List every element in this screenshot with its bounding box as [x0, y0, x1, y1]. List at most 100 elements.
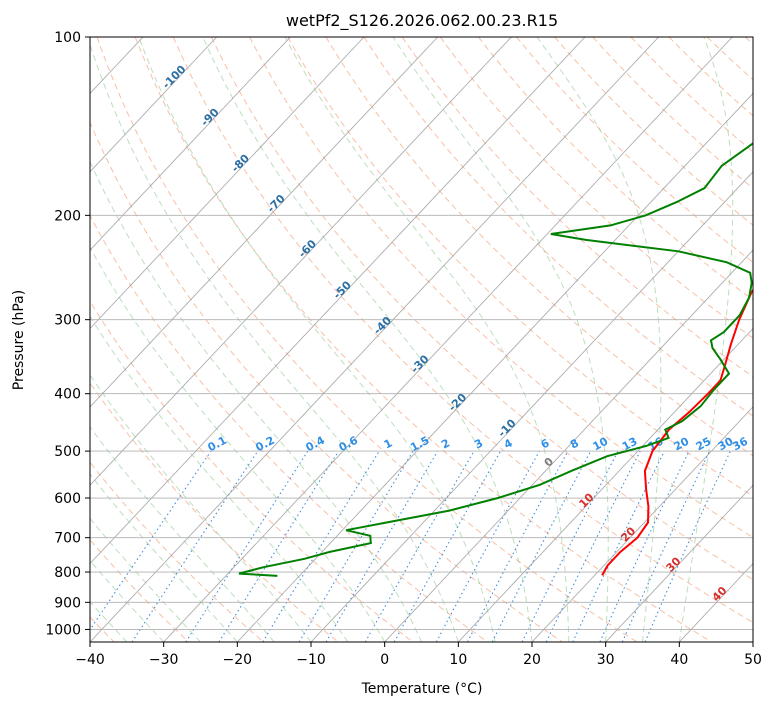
dry-adiabat	[401, 37, 753, 378]
dry-adiabat	[249, 37, 753, 539]
moist-adiabat	[90, 246, 386, 642]
moist-adiabat	[90, 425, 275, 642]
isotherm-line	[90, 37, 365, 330]
isotherm-label: -30	[408, 352, 431, 375]
x-tick-label: −10	[296, 652, 326, 668]
isotherm-line	[90, 37, 586, 565]
x-tick-label: −20	[223, 652, 253, 668]
mixing-ratio-line	[262, 450, 380, 642]
moist-adiabat	[536, 37, 662, 642]
isotherm-line	[384, 249, 753, 642]
mixing-ratio-line	[131, 450, 259, 642]
x-tick-label: 10	[449, 652, 467, 668]
mixing-ratio-label: 10	[591, 435, 611, 454]
y-tick-label: 100	[54, 30, 81, 46]
x-tick-label: 40	[670, 652, 688, 668]
temperature-profile-line	[601, 288, 753, 576]
mixing-ratio-label: 6	[539, 436, 552, 451]
dry-adiabat	[554, 37, 753, 226]
isotherm-line	[90, 37, 218, 173]
isotherm-label: -20	[446, 391, 469, 414]
moist-adiabat	[90, 42, 459, 642]
dry-adiabat	[90, 461, 264, 642]
chart-title: wetPf2_S126.2026.062.00.23.R15	[286, 11, 558, 31]
mixing-ratio-line	[521, 450, 619, 642]
mixing-ratio-line	[491, 450, 592, 642]
mixing-ratio-line	[644, 450, 731, 642]
isotherm-label: -60	[296, 237, 319, 260]
mixing-ratio-line	[325, 450, 439, 642]
y-tick-label: 600	[54, 491, 81, 507]
mixing-ratio-line	[572, 450, 665, 642]
dry-adiabat	[96, 37, 638, 642]
dry-adiabat	[706, 37, 753, 81]
dry-adiabat	[516, 37, 753, 263]
x-tick-label: 0	[380, 652, 389, 668]
moist-adiabat	[138, 37, 496, 642]
isotherm-label: -100	[160, 63, 189, 92]
moist-adiabat	[90, 315, 349, 642]
y-tick-label: 500	[54, 444, 81, 460]
x-tick-label: 30	[597, 652, 615, 668]
isotherm-line	[90, 37, 660, 642]
mixing-ratio-line	[599, 450, 690, 642]
mixing-ratio-line	[298, 450, 414, 642]
y-axis-label: Pressure (hPa)	[11, 290, 27, 390]
moist-adiabat	[90, 374, 312, 642]
x-axis-label: Temperature (°C)	[361, 681, 483, 697]
isotherm-line	[458, 327, 753, 642]
dry-adiabat	[134, 37, 712, 642]
x-tick-label: 50	[744, 652, 762, 668]
isotherm-line	[310, 171, 753, 642]
isotherm-label: -90	[198, 106, 221, 129]
mixing-ratio-line	[467, 450, 569, 642]
isotherm-line	[752, 641, 753, 642]
y-tick-label: 900	[54, 595, 81, 611]
y-tick-label: 800	[54, 565, 81, 581]
isotherm-label: -70	[265, 192, 288, 215]
y-tick-label: 1000	[45, 622, 81, 638]
dry-adiabat	[439, 37, 753, 339]
moist-adiabat	[284, 37, 570, 642]
moist-adiabat	[678, 37, 734, 642]
dry-adiabat	[90, 121, 563, 642]
plot-frame	[89, 36, 754, 643]
mixing-ratio-label: 8	[568, 436, 581, 451]
moist-adiabat	[392, 37, 609, 642]
mixing-ratio-line	[90, 450, 212, 631]
pressure-gridlines	[90, 37, 753, 630]
mixing-ratio-label: 3	[472, 436, 485, 451]
dry-adiabat	[287, 37, 753, 497]
dry-adiabat	[90, 382, 339, 642]
dry-adiabat	[172, 37, 753, 624]
isotherm-line	[531, 406, 753, 642]
isotherm-label: -50	[331, 278, 354, 301]
isotherm-line	[163, 37, 733, 642]
y-axis: 100 200 300 400 500 600 700 800 900 1000	[45, 30, 90, 638]
dry-adiabat	[478, 37, 753, 301]
x-tick-label: −40	[75, 652, 105, 668]
x-axis: −40 −30 −20 −10 0 10 20 30 40 50	[75, 642, 762, 668]
mixing-ratio-label: 20	[672, 435, 692, 454]
isotherm-line	[90, 37, 291, 251]
x-tick-label: −30	[149, 652, 179, 668]
mixing-ratio-label: 1	[382, 436, 395, 451]
mixing-ratio-label: 30	[716, 435, 736, 454]
isotherm-label: -80	[229, 152, 252, 175]
mixing-ratio-lines	[90, 450, 731, 642]
moist-adiabat	[202, 37, 533, 642]
mixing-ratio-line	[545, 450, 641, 642]
moist-adiabats	[90, 37, 734, 642]
mixing-ratio-line	[218, 450, 340, 642]
mixing-ratio-label: 25	[694, 435, 714, 454]
isotherm-label: 20	[618, 524, 638, 544]
dry-adiabat	[744, 37, 753, 45]
mixing-ratio-label: 36	[730, 435, 750, 454]
dewpoint-profile-line	[238, 142, 753, 577]
isotherm-label: 10	[576, 490, 596, 510]
y-tick-label: 300	[54, 313, 81, 329]
dry-adiabat	[90, 214, 488, 642]
isotherm-line	[237, 92, 753, 642]
isotherm-label: 40	[710, 584, 730, 604]
